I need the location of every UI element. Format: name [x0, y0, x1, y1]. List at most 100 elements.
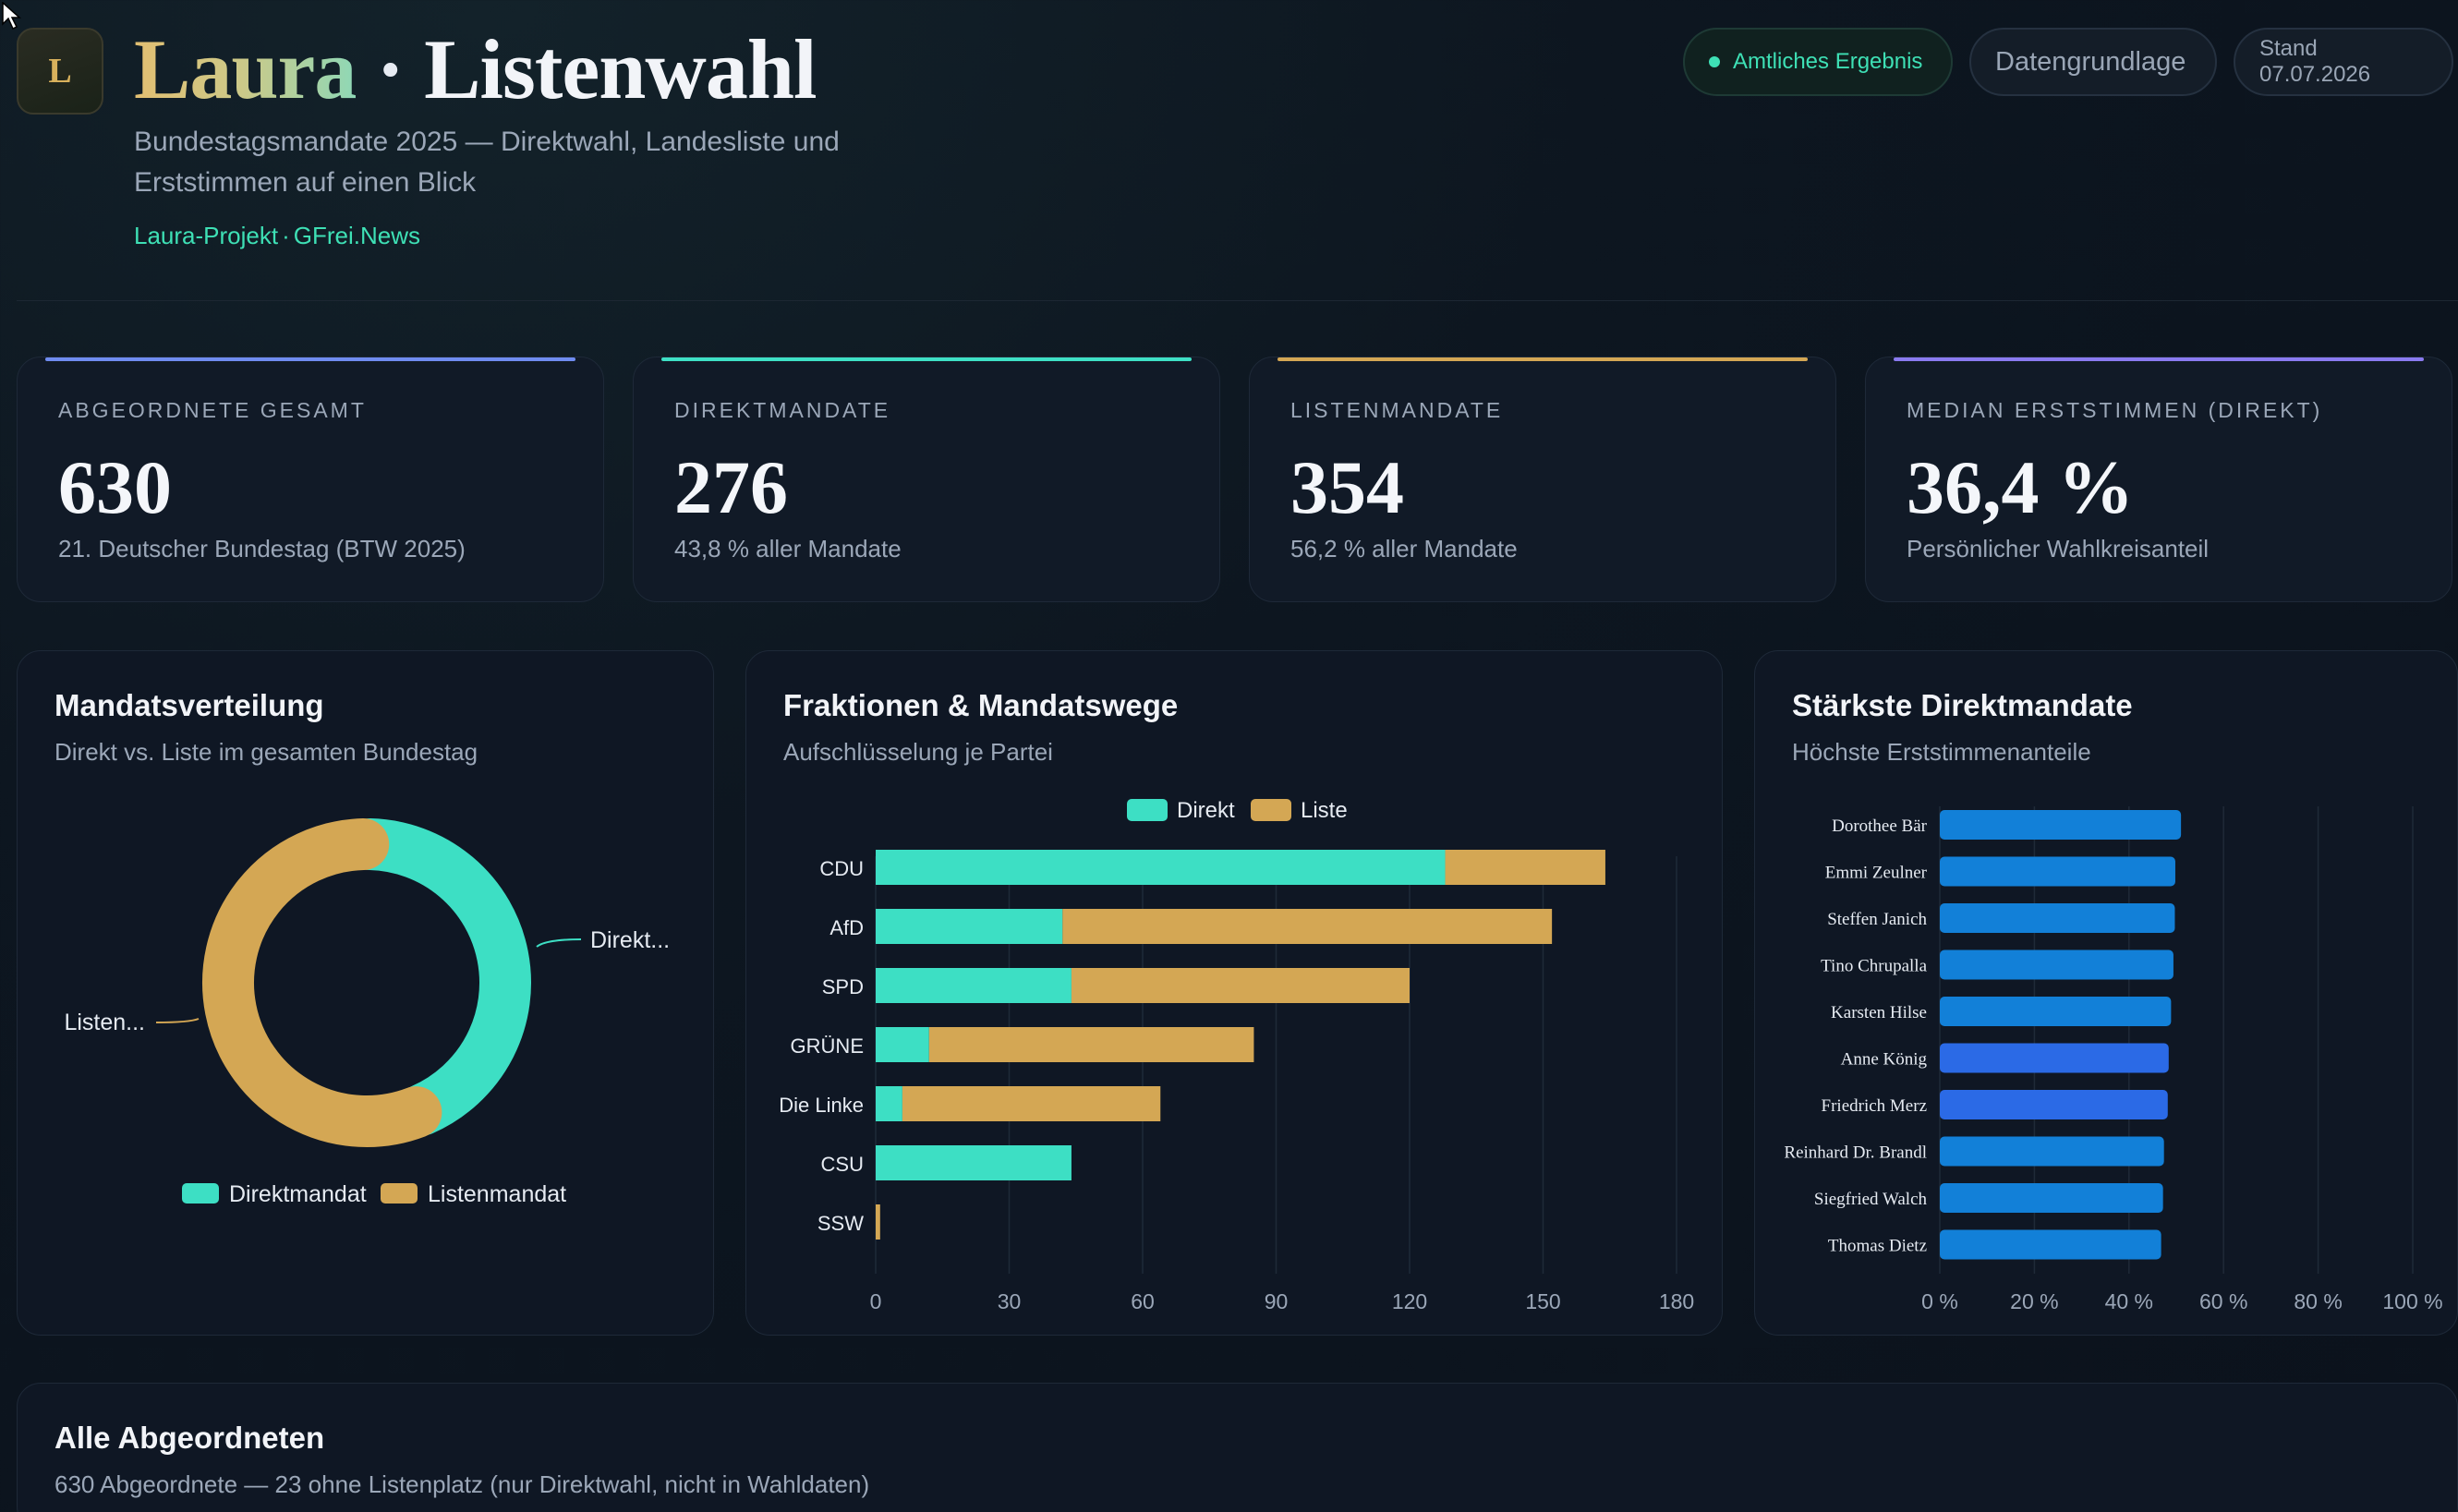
bar-erststimmen [1940, 997, 2172, 1026]
title-rest: Listenwahl [424, 22, 817, 116]
official-result-badge[interactable]: Amtliches Ergebnis [1683, 28, 1953, 96]
bar-title: Fraktionen & Mandatswege [783, 688, 1179, 722]
bar-direkt [876, 968, 1072, 1003]
kpi-card-liste: LISTENMANDATE 354 56,2 % aller Mandate [1249, 357, 1836, 602]
kpi-accent-bar [45, 357, 575, 361]
bar-direkt [876, 1145, 1072, 1180]
y-name-label: Reinhard Dr. Brandl [1784, 1143, 1927, 1163]
link-separator: · [282, 222, 290, 249]
y-name-label: Dorothee Bär [1832, 816, 1928, 836]
kpi-accent-bar [1894, 357, 2424, 361]
link-gfrei-news[interactable]: GFrei.News [293, 222, 420, 249]
y-name-label: Emmi Zeulner [1825, 864, 1928, 883]
y-category-label: AfD [829, 916, 864, 939]
bar-panel: Fraktionen & Mandatswege Aufschlüsselung… [745, 650, 1723, 1336]
data-source-button[interactable]: Datengrundlage [1969, 28, 2217, 96]
y-name-label: Friedrich Merz [1822, 1096, 1927, 1116]
x-tick-label: 30 [998, 1289, 1022, 1313]
y-name-label: Anne König [1841, 1050, 1928, 1070]
legend-label-listenmandat: Listenmandat [428, 1181, 566, 1207]
stacked-bar-chart: 0 30 60 90 120 150 180 Direkt Liste CDU AfD SPD GRÜN… [779, 798, 1694, 1313]
y-category-label: GRÜNE [791, 1034, 864, 1058]
kpi-label: MEDIAN ERSTSTIMMEN (DIREKT) [1907, 398, 2323, 422]
kpi-value: 276 [674, 445, 788, 529]
all-members-section: Alle Abgeordneten 630 Abgeordnete — 23 o… [17, 1383, 2458, 1512]
header: L Laura · Listenwahl Bundestagsmandate 2… [0, 0, 2458, 302]
donut-panel: Mandatsverteilung Direkt vs. Liste im ge… [17, 650, 714, 1336]
donut-leader-liste [155, 1018, 200, 1023]
y-category-label: CDU [819, 857, 864, 880]
top-title: Stärkste Direktmandate [1792, 688, 2133, 722]
bar-liste [1062, 909, 1553, 944]
bar-erststimmen [1940, 1183, 2163, 1213]
x-tick-label: 80 % [2294, 1289, 2342, 1313]
bar-direkt [876, 909, 1063, 944]
top-subtitle: Höchste Erststimmenanteile [1792, 738, 2091, 766]
x-tick-label: 60 [1131, 1289, 1155, 1313]
donut-slice-liste [202, 818, 442, 1147]
x-tick-label: 180 [1659, 1289, 1694, 1313]
x-tick-label: 120 [1392, 1289, 1427, 1313]
legend-swatch-listenmandat [381, 1183, 418, 1204]
bar-erststimmen [1940, 903, 2175, 933]
bar-erststimmen [1940, 856, 2175, 887]
kpi-label: DIREKTMANDATE [674, 398, 891, 422]
kpi-label: ABGEORDNETE GESAMT [58, 398, 367, 422]
kpi-card-direkt: DIREKTMANDATE 276 43,8 % aller Mandate [633, 357, 1220, 602]
title-name: Laura [134, 22, 357, 116]
x-tick-label: 20 % [2010, 1289, 2058, 1313]
bar-erststimmen [1940, 950, 2173, 980]
donut-label-direkt: Direkt... [590, 927, 670, 953]
y-name-label: Thomas Dietz [1828, 1237, 1927, 1256]
bar-erststimmen [1940, 1090, 2168, 1119]
data-source-label: Datengrundlage [1995, 46, 2186, 77]
kpi-subtext: 21. Deutscher Bundestag (BTW 2025) [58, 535, 466, 562]
legend-swatch-direktmandat [182, 1183, 219, 1204]
top-direct-chart: 0 % 20 % 40 % 60 % 80 % 100 % Dorothee Bär Emmi… [1784, 806, 2443, 1313]
kpi-value: 354 [1290, 445, 1404, 529]
bar-erststimmen [1940, 1136, 2164, 1167]
donut-label-liste: Listen... [64, 1010, 145, 1035]
y-name-label: Tino Chrupalla [1821, 957, 1927, 976]
donut-subtitle: Direkt vs. Liste im gesamten Bundestag [54, 738, 478, 766]
y-name-label: Karsten Hilse [1831, 1003, 1927, 1022]
status-dot-icon [1709, 56, 1720, 67]
stand-date-badge: Stand 07.07.2026 [2234, 28, 2453, 96]
x-tick-label: 60 % [2199, 1289, 2247, 1313]
app-logo[interactable]: L [17, 28, 103, 115]
kpi-subtext: 56,2 % aller Mandate [1290, 535, 1518, 562]
bar-direkt [876, 1027, 929, 1062]
bar-liste [928, 1027, 1254, 1062]
legend-swatch-direkt [1127, 799, 1168, 821]
kpi-subtext: Persönlicher Wahlkreisanteil [1907, 535, 2210, 562]
bar-erststimmen [1940, 1229, 2161, 1260]
legend-label-direktmandat: Direktmandat [229, 1181, 367, 1207]
kpi-value: 36,4 % [1907, 445, 2134, 529]
y-name-label: Siegfried Walch [1814, 1190, 1928, 1209]
stand-date-label: Stand 07.07.2026 [2259, 36, 2371, 87]
all-members-title: Alle Abgeordneten [54, 1421, 325, 1455]
x-tick-label: 40 % [2105, 1289, 2153, 1313]
bar-subtitle: Aufschlüsselung je Partei [783, 738, 1053, 766]
bar-liste [876, 1204, 880, 1240]
legend-label-liste: Liste [1301, 798, 1348, 823]
x-tick-label: 0 [870, 1289, 882, 1313]
kpi-value: 630 [58, 445, 172, 529]
logo-letter: L [48, 52, 72, 91]
y-category-label: Die Linke [779, 1094, 864, 1117]
kpi-card-total: ABGEORDNETE GESAMT 630 21. Deutscher Bun… [17, 357, 604, 602]
legend-swatch-liste [1251, 799, 1291, 821]
x-tick-label: 100 % [2382, 1289, 2442, 1313]
kpi-accent-bar [1277, 357, 1808, 361]
legend-label-direkt: Direkt [1177, 798, 1235, 823]
kpi-subtext: 43,8 % aller Mandate [674, 535, 902, 562]
page-subtitle: Bundestagsmandate 2025 — Direktwahl, Lan… [134, 127, 840, 198]
x-tick-label: 90 [1265, 1289, 1289, 1313]
header-links: Laura-Projekt · GFrei.News [134, 222, 420, 250]
bar-liste [1445, 850, 1605, 885]
bar-erststimmen [1940, 810, 2182, 840]
y-category-label: SPD [822, 975, 864, 998]
y-name-label: Steffen Janich [1827, 910, 1927, 929]
donut-chart: Direkt... Listen... Direktmandat Listenmand… [64, 818, 670, 1207]
link-laura-projekt[interactable]: Laura-Projekt [134, 222, 279, 249]
